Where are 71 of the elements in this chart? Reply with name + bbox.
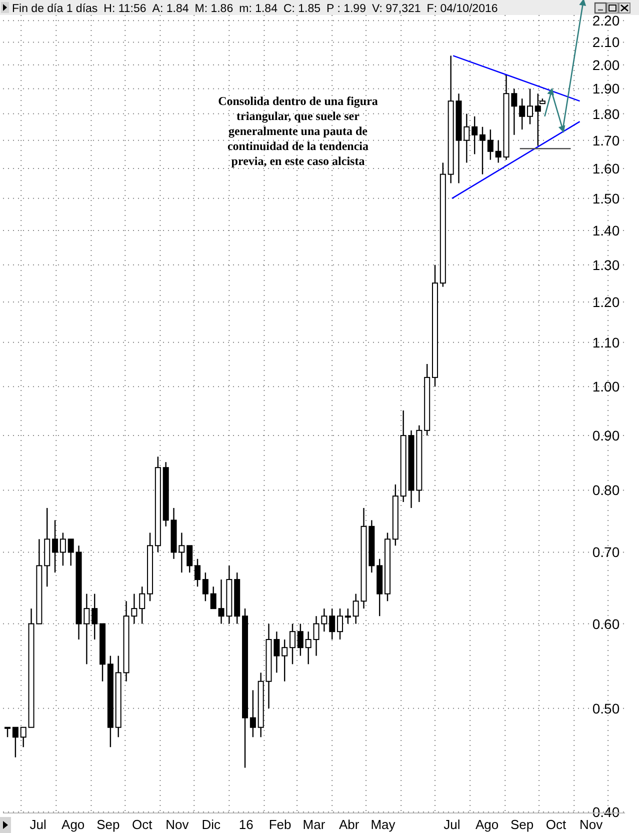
x-tick-label: Nov xyxy=(166,817,190,832)
x-tick-label: May xyxy=(370,817,396,832)
candlestick xyxy=(527,88,534,125)
candlestick xyxy=(250,690,256,738)
y-tick-label: 0.80 xyxy=(592,482,620,498)
x-tick-label: Ago xyxy=(475,817,499,832)
candlestick xyxy=(210,586,216,610)
candlestick xyxy=(186,545,193,574)
x-tick-label: Ago xyxy=(62,817,85,832)
candlestick xyxy=(329,608,336,640)
candlestick xyxy=(352,593,359,624)
candlestick xyxy=(337,608,344,640)
x-tick-label: Abr xyxy=(338,817,360,832)
candlestick xyxy=(202,572,208,602)
annotation: m: 1.84 xyxy=(239,3,278,15)
candlestick xyxy=(344,608,351,624)
x-tick-label: Nov xyxy=(580,817,604,832)
x-tick-label: Sep xyxy=(510,817,534,832)
y-tick-label: 0.90 xyxy=(592,428,620,444)
candlestick xyxy=(282,638,288,682)
y-tick-label: 0.50 xyxy=(592,700,620,716)
y-tick-label: 1.60 xyxy=(592,160,620,176)
candlestick xyxy=(480,126,486,175)
y-tick-label: 2.20 xyxy=(592,12,620,29)
annotation: V: 97,321 xyxy=(372,3,421,15)
y-tick-label: 1.40 xyxy=(592,222,620,238)
candlestick xyxy=(12,726,18,758)
y-tick-label: 1.50 xyxy=(592,190,620,206)
candlestick xyxy=(20,726,26,748)
candlestick xyxy=(194,558,201,588)
y-tick-label: 1.20 xyxy=(592,294,620,310)
x-tick-label: Jul xyxy=(30,817,46,832)
x-tick-label: Dic xyxy=(202,817,221,832)
y-tick-label: 0.60 xyxy=(592,616,620,632)
candlestick xyxy=(297,623,304,656)
candlestick xyxy=(305,630,312,665)
annotation: P : 1.99 xyxy=(326,3,366,15)
candlestick xyxy=(4,726,11,738)
y-tick-label: 0.70 xyxy=(592,544,620,560)
candlestick xyxy=(52,520,58,574)
x-tick-label: Mar xyxy=(302,817,326,832)
x-tick-label: 16 xyxy=(238,817,254,832)
y-tick-label: 1.70 xyxy=(592,132,620,148)
x-tick-label: Jul xyxy=(444,817,460,832)
x-tick-label: Sep xyxy=(96,817,120,832)
annotation: H: 11:56 xyxy=(104,3,146,15)
candlestick xyxy=(519,98,526,130)
candlestick xyxy=(495,140,502,164)
x-tick-label: Feb xyxy=(268,817,292,832)
candlestick xyxy=(472,116,478,155)
y-tick-label: 1.30 xyxy=(592,256,620,273)
annotation: C: 1.85 xyxy=(283,3,321,15)
annotation: F: 04/10/2016 xyxy=(426,3,498,15)
candlestick xyxy=(68,538,74,566)
candlestick xyxy=(290,623,296,665)
y-tick-label: 2.10 xyxy=(592,34,620,50)
candlestick xyxy=(60,532,66,566)
y-tick-label: 1.80 xyxy=(592,106,620,122)
annotation: Consolida dentro de una figura triangular, que suele ser generalmente una pauta de continuidad de la tendencia previa, en este caso alcista xyxy=(217,94,379,169)
candlestick xyxy=(92,593,98,640)
y-tick-label: 1.00 xyxy=(592,378,620,395)
x-tick-label: Oct xyxy=(546,817,567,832)
y-tick-label: 1.10 xyxy=(592,334,620,350)
y-tick-label: 2.00 xyxy=(592,56,620,73)
x-tick-label: Oct xyxy=(132,817,153,832)
annotation: Fin de día 1 días xyxy=(12,3,98,15)
candlestick xyxy=(139,586,146,624)
annotation: M: 1.86 xyxy=(194,3,234,15)
y-tick-label: 1.90 xyxy=(592,80,620,97)
annotation: A: 1.84 xyxy=(152,3,190,15)
candlestick xyxy=(487,128,494,160)
